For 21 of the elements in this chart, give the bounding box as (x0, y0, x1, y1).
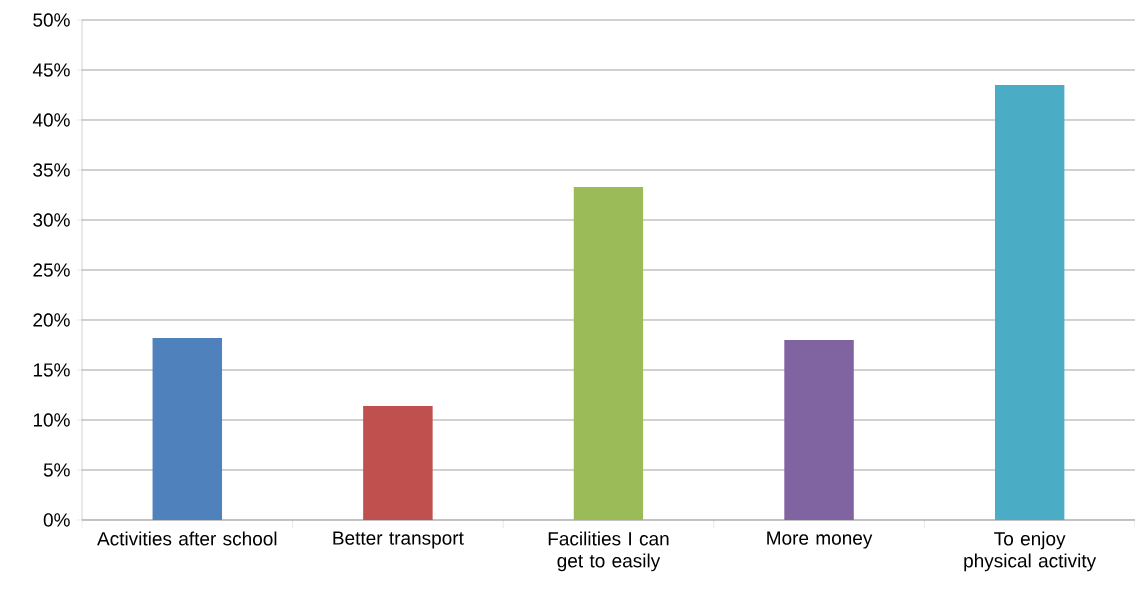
y-tick-label: 45% (32, 63, 70, 77)
x-tick-label: More money (767, 531, 873, 549)
y-tick-label: 20% (33, 313, 70, 327)
bar (363, 405, 433, 520)
y-tick-label: 15% (33, 363, 70, 377)
bar (573, 186, 644, 520)
y-tick-label: 0% (43, 513, 70, 527)
x-tick-label: Facilities I can get to easily (548, 531, 669, 572)
x-tick-label: Better transport (333, 531, 464, 549)
x-tick-label: Activities after school (97, 531, 277, 546)
y-tick-label: 35% (33, 163, 70, 177)
bar (784, 339, 854, 520)
y-tick-label: 5% (43, 463, 70, 477)
y-tick-label: 40% (32, 113, 70, 127)
x-tick-label: To enjoy physical activity (964, 531, 1097, 572)
bar (152, 337, 223, 520)
y-tick-label: 50% (33, 13, 70, 27)
bar (994, 84, 1065, 520)
y-tick-label: 30% (33, 213, 70, 227)
y-tick-label: 10% (33, 413, 70, 427)
y-tick-label: 25% (33, 263, 70, 277)
